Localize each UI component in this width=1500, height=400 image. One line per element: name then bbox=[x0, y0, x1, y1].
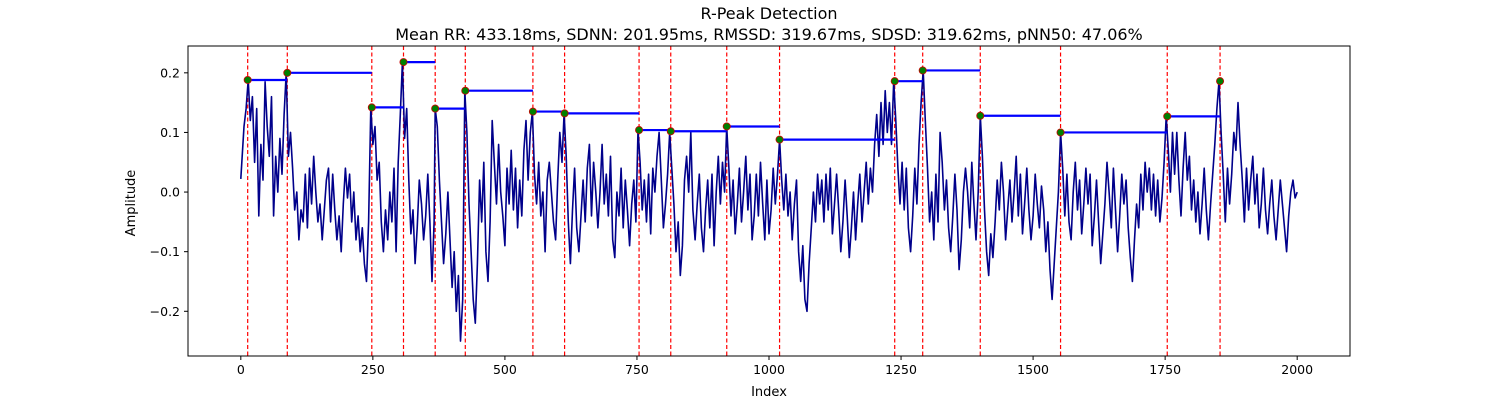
peak-marker-17 bbox=[1216, 77, 1225, 86]
peak-marker-2 bbox=[367, 103, 376, 112]
x-tick-label-2: 500 bbox=[493, 362, 517, 377]
axes-frame bbox=[187, 45, 1351, 357]
x-tick-label-8: 2000 bbox=[1281, 362, 1313, 377]
peak-marker-0 bbox=[243, 75, 252, 84]
chart-subtitle: Mean RR: 433.18ms, SDNN: 201.95ms, RMSSD… bbox=[395, 25, 1143, 44]
peak-marker-3 bbox=[399, 58, 408, 67]
x-tick-label-7: 1750 bbox=[1149, 362, 1181, 377]
peak-marker-10 bbox=[722, 122, 731, 131]
peak-marker-13 bbox=[918, 66, 927, 75]
x-tick-label-1: 250 bbox=[361, 362, 385, 377]
peak-marker-6 bbox=[528, 107, 537, 116]
y-axis: −0.2 −0.1 0.0 0.1 0.2 bbox=[150, 65, 188, 319]
peak-marker-4 bbox=[431, 104, 440, 113]
peak-marker-1 bbox=[283, 68, 292, 77]
plot-area bbox=[240, 46, 1298, 356]
signal-line bbox=[240, 61, 1298, 342]
y-axis-label: Amplitude bbox=[124, 170, 139, 237]
y-tick-label-4: 0.2 bbox=[160, 65, 180, 80]
x-tick-label-3: 750 bbox=[625, 362, 649, 377]
peak-marker-9 bbox=[666, 127, 675, 136]
chart-title: R-Peak Detection bbox=[700, 4, 837, 23]
x-tick-label-0: 0 bbox=[237, 362, 245, 377]
peak-marker-8 bbox=[635, 126, 644, 135]
x-tick-label-6: 1500 bbox=[1017, 362, 1049, 377]
x-axis: 0 250 500 750 1000 1250 1500 1750 2000 bbox=[237, 356, 1313, 377]
peak-marker-12 bbox=[890, 77, 899, 86]
y-tick-label-0: −0.2 bbox=[150, 304, 180, 319]
peak-marker-15 bbox=[1056, 128, 1065, 137]
x-tick-label-4: 1000 bbox=[753, 362, 785, 377]
x-axis-label: Index bbox=[751, 385, 787, 400]
y-tick-label-2: 0.0 bbox=[160, 185, 180, 200]
x-tick-label-5: 1250 bbox=[885, 362, 917, 377]
y-tick-label-1: −0.1 bbox=[150, 244, 180, 259]
peak-marker-16 bbox=[1163, 112, 1172, 121]
y-tick-label-3: 0.1 bbox=[160, 125, 180, 140]
peak-marker-11 bbox=[775, 135, 784, 144]
peak-marker-7 bbox=[560, 109, 569, 118]
peak-marker-5 bbox=[461, 86, 470, 95]
peak-marker-14 bbox=[976, 111, 985, 120]
